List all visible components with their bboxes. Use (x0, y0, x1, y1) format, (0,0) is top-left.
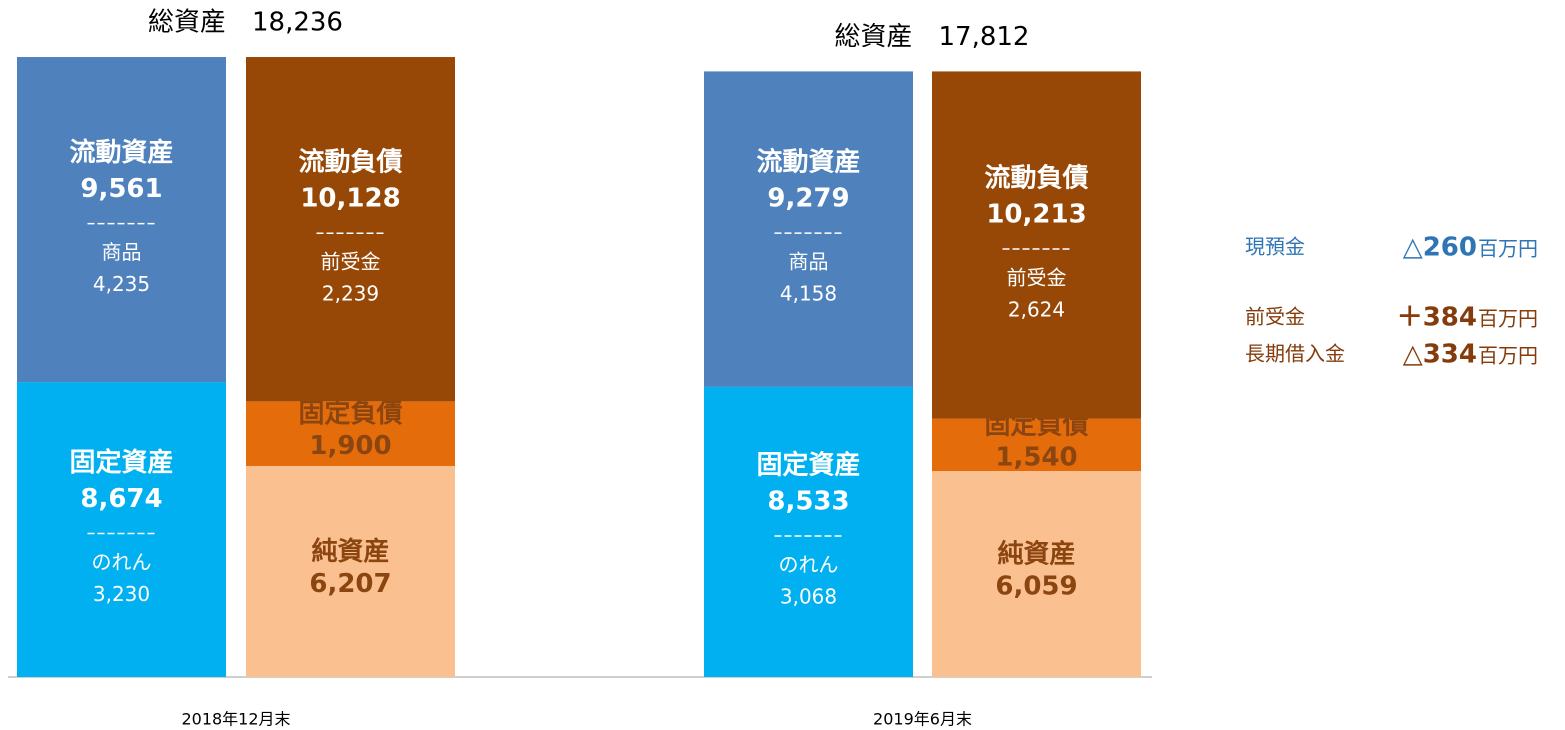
sub-value: 4,235 (93, 272, 150, 296)
segment (246, 465, 455, 677)
note-unit: 百万円 (1478, 307, 1538, 331)
note-label: 現預金 (1245, 235, 1305, 259)
sub-name: 商品 (102, 240, 142, 264)
segment-value: 1,900 (309, 431, 391, 461)
sub-name: 前受金 (321, 250, 381, 274)
period-label: 2019年6月末 (873, 710, 972, 729)
segment (246, 401, 455, 466)
segment-name: 流動負債 (984, 164, 1088, 194)
segment (932, 471, 1141, 677)
period-label: 2018年12月末 (181, 710, 290, 729)
segment-name: 固定資産 (69, 447, 173, 478)
sub-value: 3,068 (780, 584, 837, 608)
segment-name: 純資産 (311, 536, 389, 567)
segment-value: 1,540 (995, 442, 1077, 472)
segment (704, 386, 913, 677)
sub-value: 2,239 (322, 282, 379, 306)
note-change: △260 (1403, 233, 1477, 263)
segment (246, 57, 455, 402)
note-label: 前受金 (1245, 305, 1305, 329)
segment-value: 6,207 (309, 569, 391, 599)
segment (704, 71, 913, 387)
segment-value: 9,561 (80, 174, 162, 204)
segment-name: 固定資産 (756, 449, 860, 480)
note-label: 長期借入金 (1245, 342, 1345, 366)
total-name: 総資産 (834, 22, 912, 52)
sub-value: 3,230 (93, 582, 150, 606)
total-value: 18,236 (252, 8, 343, 38)
segment-name: 純資産 (997, 539, 1075, 570)
segment-value: 9,279 (767, 184, 849, 214)
segment-value: 8,533 (767, 486, 849, 516)
note-unit: 百万円 (1478, 237, 1538, 261)
segment (17, 57, 226, 383)
sub-name: 商品 (789, 250, 829, 274)
segment-name: 流動資産 (69, 137, 173, 168)
sub-name: のれん (92, 550, 152, 574)
total-value: 17,812 (939, 22, 1030, 52)
segment-value: 10,213 (986, 200, 1086, 230)
segment (932, 71, 1141, 419)
note-change: △334 (1403, 340, 1477, 370)
segment-value: 8,674 (80, 484, 162, 514)
sub-name: 前受金 (1007, 266, 1067, 290)
segment-value: 10,128 (300, 184, 400, 214)
segment-name: 流動負債 (298, 148, 402, 178)
segment (17, 382, 226, 677)
segment (932, 418, 1141, 472)
segment-value: 6,059 (995, 572, 1077, 602)
segment-name: 固定負債 (298, 398, 402, 429)
total-name: 総資産 (148, 8, 226, 38)
sub-name: のれん (779, 552, 839, 576)
note-unit: 百万円 (1478, 344, 1538, 368)
segment-name: 流動資産 (756, 147, 860, 178)
sub-value: 4,158 (780, 282, 837, 306)
sub-value: 2,624 (1008, 298, 1065, 322)
note-change: ＋384 (1397, 303, 1477, 333)
